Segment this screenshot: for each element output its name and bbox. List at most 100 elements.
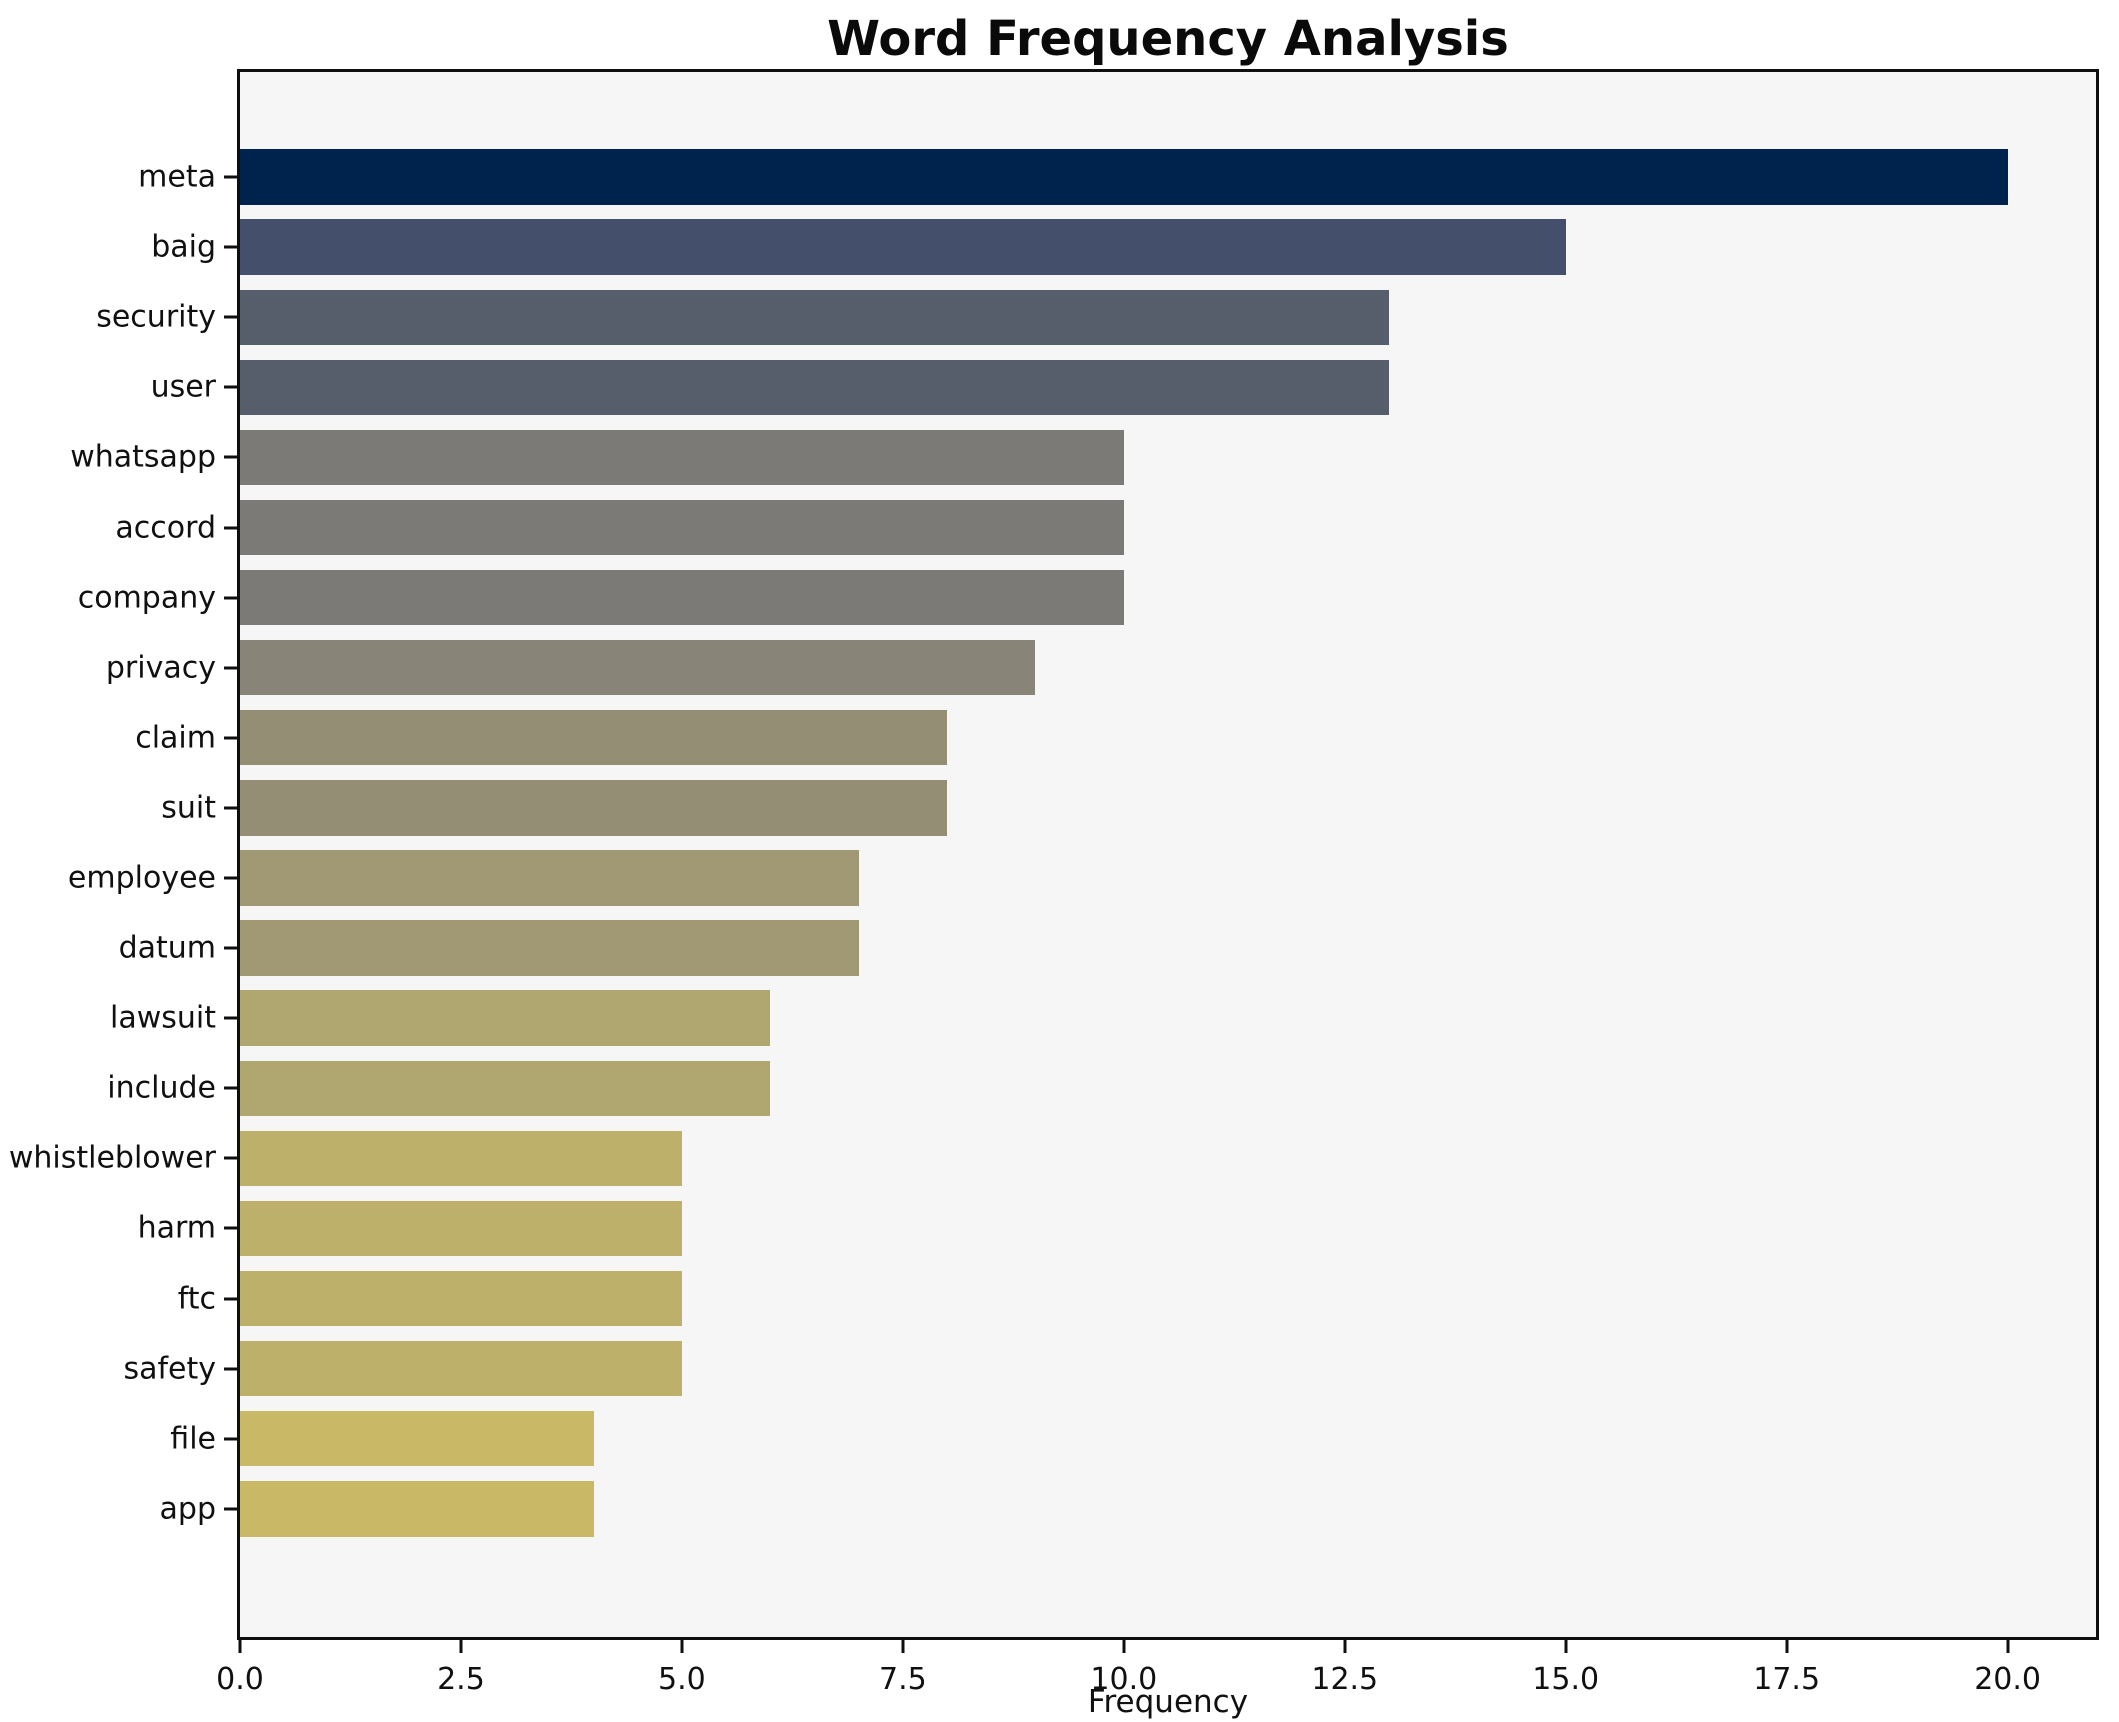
y-tick-mark — [224, 455, 237, 459]
bar-row: security — [96, 282, 2096, 352]
y-tick-label: meta — [138, 159, 216, 195]
y-tick-label: accord — [115, 510, 216, 546]
x-tick-mark — [1785, 1640, 1789, 1653]
y-tick-label: datum — [118, 930, 216, 966]
bar-row: safety — [123, 1334, 2096, 1404]
bar-row: include — [107, 1053, 2096, 1123]
bar — [240, 1200, 682, 1257]
bar-row: harm — [138, 1193, 2096, 1263]
y-tick-mark — [224, 526, 237, 530]
bar-row: accord — [115, 492, 2096, 562]
y-tick-label: suit — [161, 790, 216, 826]
x-tick-label: 20.0 — [1974, 1662, 2042, 1697]
bar — [240, 850, 859, 906]
x-tick-label: 15.0 — [1532, 1662, 1600, 1697]
bar-row: whatsapp — [70, 422, 2096, 492]
bar — [240, 499, 1124, 556]
x-tick-mark — [2006, 1640, 2010, 1653]
bar-row: user — [151, 352, 2096, 422]
y-tick-label: security — [96, 299, 216, 335]
y-tick-mark — [224, 1367, 237, 1371]
x-tick-label: 2.5 — [437, 1662, 485, 1697]
bar — [240, 1270, 682, 1327]
y-tick-label: claim — [135, 720, 216, 756]
x-tick-label: 10.0 — [1090, 1662, 1158, 1697]
bar — [240, 289, 1389, 345]
y-tick-label: harm — [137, 1210, 216, 1246]
bar — [240, 429, 1124, 486]
bar — [240, 149, 2008, 205]
y-tick-label: file — [170, 1421, 216, 1457]
bar — [240, 1340, 682, 1397]
bar — [240, 710, 948, 766]
y-tick-mark — [224, 1156, 237, 1160]
y-tick-mark — [224, 1507, 237, 1511]
y-tick-label: employee — [67, 860, 216, 896]
plot-area: meta baig security user whatsapp accord compan… — [9, 69, 2099, 1640]
x-tick-label: 5.0 — [658, 1662, 706, 1697]
x-tick-label: 0.0 — [216, 1662, 264, 1697]
x-axis: 0.0 2.5 5.0 7.5 10.0 12.5 15.0 17.5 20.0 — [216, 1640, 2096, 1720]
x-tick-mark — [901, 1640, 905, 1653]
bar-row: meta — [138, 142, 2096, 212]
y-tick-label: whistleblower — [8, 1140, 216, 1176]
bar — [240, 990, 771, 1046]
y-tick-label: privacy — [105, 650, 216, 686]
x-tick-mark — [1564, 1640, 1568, 1653]
y-tick-label: company — [77, 580, 216, 616]
y-tick-mark — [224, 1437, 237, 1441]
y-tick-mark — [224, 806, 237, 810]
bar — [240, 1060, 771, 1116]
y-tick-label: app — [159, 1491, 216, 1527]
y-tick-mark — [224, 736, 237, 740]
plot-rows: meta baig security user whatsapp accord compan… — [9, 72, 2096, 1637]
bar — [240, 569, 1124, 626]
x-tick-label: 12.5 — [1311, 1662, 1379, 1697]
bar — [240, 1411, 594, 1467]
bar-row: baig — [151, 212, 2096, 282]
bar — [240, 359, 1389, 415]
x-tick-label: 7.5 — [878, 1662, 927, 1697]
bar — [240, 920, 859, 976]
x-tick-mark — [459, 1640, 463, 1653]
bar-row: lawsuit — [110, 983, 2096, 1053]
y-tick-mark — [224, 666, 237, 670]
y-tick-mark — [224, 596, 237, 600]
y-tick-mark — [224, 315, 237, 319]
y-tick-label: user — [150, 369, 216, 405]
y-tick-mark — [224, 175, 237, 179]
bar-row: ftc — [178, 1264, 2096, 1334]
bar — [240, 640, 1036, 696]
y-tick-mark — [224, 245, 237, 249]
y-tick-mark — [224, 1226, 237, 1230]
y-tick-label: safety — [123, 1351, 216, 1387]
x-tick-mark — [1122, 1640, 1126, 1653]
bar-row: suit — [161, 773, 2096, 843]
x-tick-mark — [238, 1640, 242, 1653]
y-tick-mark — [224, 876, 237, 880]
bar-row: claim — [135, 703, 2096, 773]
bar — [240, 1481, 594, 1537]
y-tick-mark — [224, 946, 237, 950]
bar-row: datum — [119, 913, 2096, 983]
y-tick-label: ftc — [177, 1281, 216, 1317]
y-tick-label: baig — [151, 229, 216, 265]
y-tick-label: whatsapp — [70, 439, 216, 475]
x-axis-label: Frequency — [1087, 1684, 1249, 1720]
chart-title: Word Frequency Analysis — [827, 11, 1509, 67]
y-tick-mark — [224, 1086, 237, 1090]
bar-row: privacy — [106, 633, 2096, 703]
y-tick-mark — [224, 385, 237, 389]
bar — [240, 219, 1566, 275]
x-tick-mark — [1343, 1640, 1347, 1653]
bar-row: company — [78, 563, 2096, 633]
bar — [240, 1130, 682, 1187]
y-tick-mark — [224, 1016, 237, 1020]
bar — [240, 780, 948, 836]
y-tick-label: lawsuit — [110, 1000, 216, 1036]
y-tick-label: include — [107, 1070, 216, 1106]
bar-row: app — [160, 1474, 2096, 1544]
bar-row: whistleblower — [9, 1123, 2096, 1193]
x-tick-label: 17.5 — [1753, 1662, 1821, 1697]
x-tick-mark — [680, 1640, 684, 1653]
